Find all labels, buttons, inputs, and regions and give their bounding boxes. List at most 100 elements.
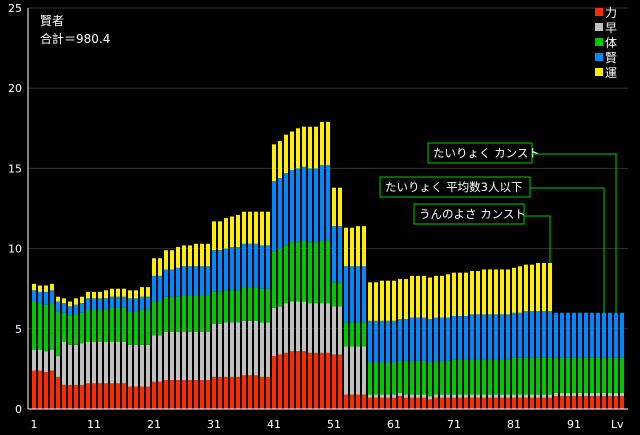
bar-lv-6 xyxy=(62,298,66,409)
bar-segment-1-lv-85 xyxy=(536,397,540,409)
bar-segment-5-lv-57 xyxy=(368,282,372,321)
bar-segment-3-lv-24 xyxy=(170,296,174,333)
bar-segment-1-lv-66 xyxy=(422,397,426,409)
bar-segment-2-lv-74 xyxy=(470,394,474,398)
bar-segment-5-lv-30 xyxy=(206,243,210,267)
bar-segment-1-lv-61 xyxy=(392,397,396,409)
bar-segment-5-lv-18 xyxy=(134,290,138,299)
bar-segment-4-lv-8 xyxy=(74,304,78,315)
bar-segment-2-lv-16 xyxy=(122,341,126,384)
bar-segment-5-lv-35 xyxy=(236,214,240,247)
bar-segment-1-lv-35 xyxy=(236,376,240,409)
bar-lv-71 xyxy=(452,272,456,409)
bar-lv-89 xyxy=(560,312,564,409)
bar-segment-3-lv-2 xyxy=(38,303,42,350)
bar-segment-4-lv-17 xyxy=(128,298,132,312)
bar-segment-2-lv-5 xyxy=(56,356,60,377)
bar-segment-4-lv-49 xyxy=(320,165,324,241)
chart-title: 賢者 xyxy=(40,14,64,28)
bar-segment-1-lv-93 xyxy=(584,396,588,409)
x-tick-31: 31 xyxy=(207,418,221,431)
bar-segment-3-lv-23 xyxy=(164,296,168,333)
bar-lv-76 xyxy=(482,269,486,409)
bar-lv-26 xyxy=(182,245,186,409)
bar-segment-5-lv-42 xyxy=(278,141,282,179)
bar-segment-2-lv-23 xyxy=(164,332,168,381)
bar-lv-64 xyxy=(410,275,414,409)
bar-segment-1-lv-10 xyxy=(86,383,90,409)
bar-segment-4-lv-6 xyxy=(62,303,66,313)
legend-label-1: 力 xyxy=(605,6,617,20)
bar-lv-74 xyxy=(470,271,474,409)
bar-lv-20 xyxy=(146,287,150,409)
bar-segment-4-lv-42 xyxy=(278,178,282,249)
bar-segment-2-lv-36 xyxy=(242,320,246,376)
legend-swatch-4 xyxy=(595,53,603,61)
bar-segment-1-lv-9 xyxy=(80,384,84,409)
bar-segment-5-lv-16 xyxy=(122,288,126,297)
bar-segment-5-lv-51 xyxy=(332,187,336,227)
bar-segment-5-lv-80 xyxy=(506,269,510,315)
bar-segment-2-lv-84 xyxy=(530,394,534,398)
bar-segment-5-lv-67 xyxy=(428,277,432,320)
bar-segment-2-lv-3 xyxy=(44,351,48,373)
bar-segment-3-lv-26 xyxy=(182,295,186,333)
bar-segment-2-lv-60 xyxy=(386,394,390,398)
bar-segment-2-lv-79 xyxy=(500,394,504,398)
bar-segment-1-lv-92 xyxy=(578,396,582,409)
bar-segment-5-lv-64 xyxy=(410,275,414,318)
bar-segment-2-lv-37 xyxy=(248,320,252,376)
bar-lv-30 xyxy=(206,243,210,409)
bar-segment-4-lv-9 xyxy=(80,303,84,313)
bar-segment-2-lv-49 xyxy=(320,303,324,353)
bar-segment-3-lv-96 xyxy=(602,357,606,393)
bar-lv-36 xyxy=(242,211,246,409)
bar-segment-4-lv-93 xyxy=(584,312,588,358)
bar-segment-1-lv-54 xyxy=(350,394,354,409)
bar-segment-1-lv-17 xyxy=(128,386,132,409)
bar-segment-4-lv-54 xyxy=(350,266,354,323)
bar-segment-1-lv-45 xyxy=(296,351,300,409)
bar-segment-4-lv-53 xyxy=(344,266,348,323)
bar-segment-4-lv-71 xyxy=(452,315,456,360)
bar-segment-4-lv-60 xyxy=(386,320,390,363)
bar-segment-5-lv-54 xyxy=(350,227,354,267)
bar-segment-4-lv-80 xyxy=(506,314,510,360)
bar-segment-5-lv-66 xyxy=(422,275,426,318)
bar-segment-4-lv-10 xyxy=(86,298,90,310)
bar-segment-3-lv-77 xyxy=(488,359,492,395)
bar-segment-4-lv-38 xyxy=(254,243,258,288)
bar-segment-5-lv-32 xyxy=(218,221,222,251)
bar-segment-4-lv-92 xyxy=(578,312,582,358)
bar-segment-3-lv-91 xyxy=(572,357,576,393)
bar-segment-2-lv-94 xyxy=(590,392,594,397)
bar-segment-4-lv-40 xyxy=(266,245,270,289)
bar-segment-3-lv-35 xyxy=(236,290,240,323)
bar-segment-1-lv-76 xyxy=(482,397,486,409)
bar-lv-63 xyxy=(404,279,408,409)
bar-segment-5-lv-68 xyxy=(434,275,438,318)
bar-segment-4-lv-77 xyxy=(488,314,492,360)
bar-segment-5-lv-85 xyxy=(536,263,540,312)
bar-segment-2-lv-87 xyxy=(548,394,552,398)
bar-segment-2-lv-95 xyxy=(596,392,600,397)
legend-label-5: 運 xyxy=(605,66,617,80)
bar-segment-1-lv-5 xyxy=(56,376,60,409)
chart-subtitle: 合計＝980.4 xyxy=(40,31,110,46)
bar-segment-5-lv-10 xyxy=(86,291,90,299)
bar-segment-3-lv-69 xyxy=(440,360,444,395)
bar-segment-4-lv-89 xyxy=(560,312,564,358)
bar-lv-31 xyxy=(212,221,216,409)
bar-segment-5-lv-82 xyxy=(518,266,522,313)
bar-lv-82 xyxy=(518,266,522,409)
bar-segment-4-lv-12 xyxy=(98,298,102,310)
bar-segment-4-lv-33 xyxy=(224,248,228,291)
bar-segment-2-lv-99 xyxy=(620,392,624,397)
bar-segment-5-lv-70 xyxy=(446,274,450,318)
bar-lv-5 xyxy=(56,296,60,409)
bar-segment-3-lv-68 xyxy=(434,360,438,395)
bar-segment-4-lv-18 xyxy=(134,298,138,312)
annotation-leader-3 xyxy=(524,215,551,264)
bar-segment-1-lv-80 xyxy=(506,397,510,409)
bar-segment-2-lv-93 xyxy=(584,392,588,397)
